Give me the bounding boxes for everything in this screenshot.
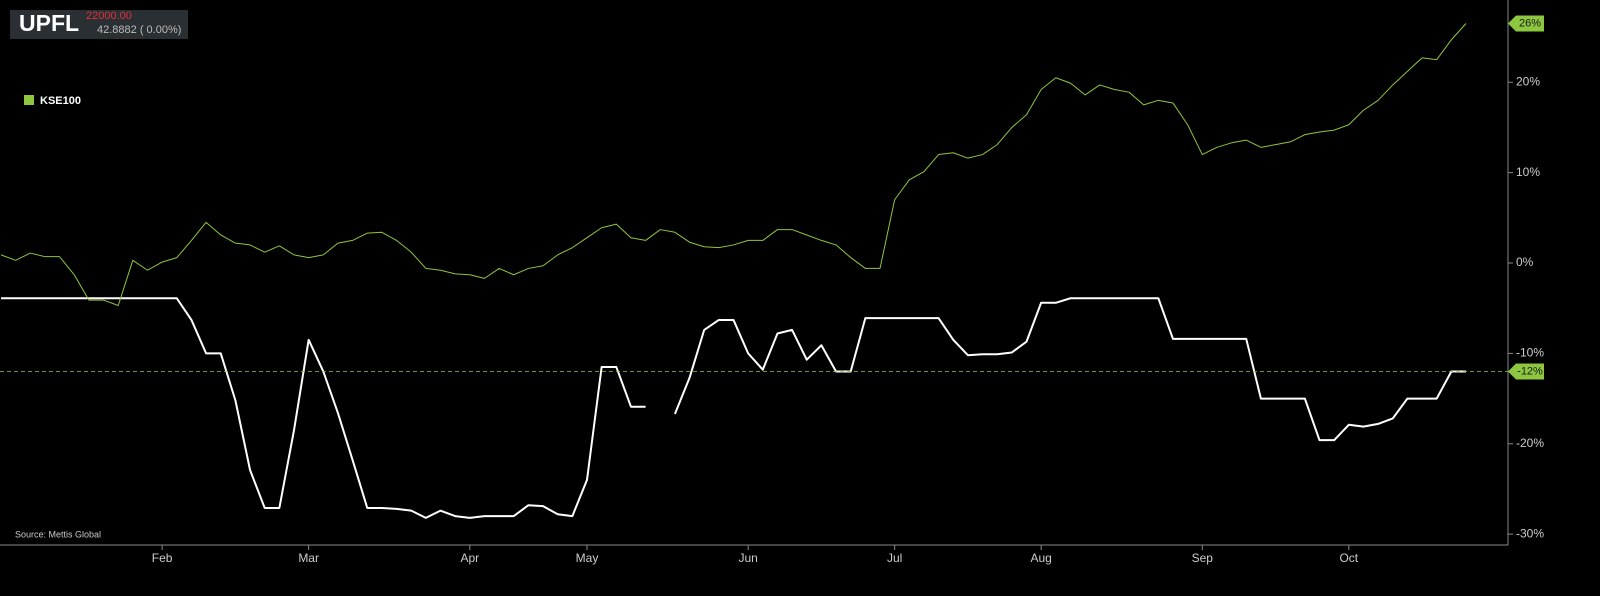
change: 42.8882 ( 0.00%)	[97, 24, 181, 36]
x-tick-label: May	[576, 551, 599, 565]
x-tick-label: Aug	[1030, 551, 1051, 565]
x-tick-label: Sep	[1192, 551, 1214, 565]
y-tick-label: -30%	[1516, 526, 1544, 540]
x-tick-label: Mar	[298, 551, 319, 565]
last-value-label: -12%	[1517, 365, 1543, 377]
y-tick-label: 20%	[1516, 74, 1540, 88]
source: Source: Mettis Global	[15, 529, 101, 539]
symbol: UPFL	[19, 10, 79, 36]
legend-label: KSE100	[40, 95, 81, 107]
y-tick-label: 0%	[1516, 255, 1534, 269]
x-tick-label: Feb	[152, 551, 173, 565]
last-value-box	[1508, 363, 1544, 380]
last-value-box	[1508, 15, 1544, 32]
header-box	[10, 10, 188, 39]
y-tick-label: -10%	[1516, 346, 1544, 360]
legend-swatch	[24, 95, 34, 105]
y-tick-label: 10%	[1516, 165, 1540, 179]
x-tick-label: Jun	[738, 551, 757, 565]
x-tick-label: Jul	[887, 551, 902, 565]
last-value-label: 26%	[1519, 17, 1541, 29]
price: 22000.00	[86, 10, 132, 22]
x-tick-label: Oct	[1339, 551, 1358, 565]
x-tick-label: Apr	[460, 551, 479, 565]
y-tick-label: -20%	[1516, 436, 1544, 450]
series-line	[0, 23, 1467, 306]
